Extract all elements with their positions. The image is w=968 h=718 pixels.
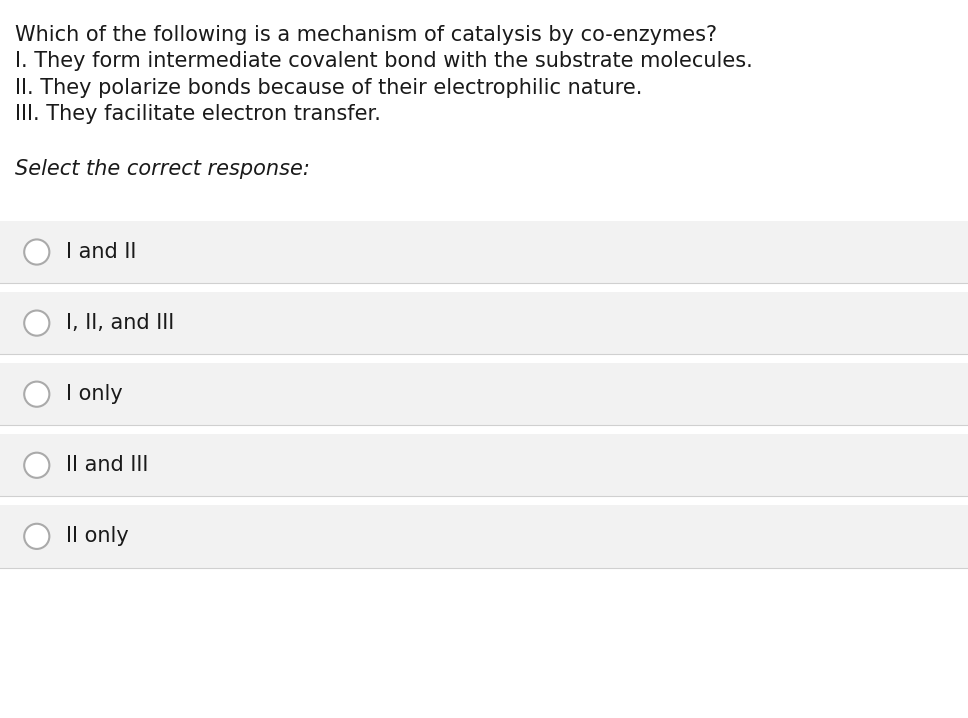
Bar <box>0 292 968 355</box>
Text: Select the correct response:: Select the correct response: <box>15 159 311 179</box>
Text: I only: I only <box>66 384 123 404</box>
Ellipse shape <box>24 452 49 478</box>
Text: II only: II only <box>66 526 129 546</box>
Text: I. They form intermediate covalent bond with the substrate molecules.: I. They form intermediate covalent bond … <box>15 52 753 71</box>
Text: II. They polarize bonds because of their electrophilic nature.: II. They polarize bonds because of their… <box>15 78 643 98</box>
Bar <box>0 505 968 567</box>
Text: II and III: II and III <box>66 455 148 475</box>
Text: I and II: I and II <box>66 242 136 262</box>
Text: I, II, and III: I, II, and III <box>66 313 174 333</box>
Text: Which of the following is a mechanism of catalysis by co-enzymes?: Which of the following is a mechanism of… <box>15 25 717 45</box>
Ellipse shape <box>24 381 49 407</box>
Text: III. They facilitate electron transfer.: III. They facilitate electron transfer. <box>15 104 381 123</box>
Bar <box>0 434 968 497</box>
Ellipse shape <box>24 239 49 265</box>
Bar <box>0 221 968 284</box>
Ellipse shape <box>24 523 49 549</box>
Bar <box>0 363 968 425</box>
Ellipse shape <box>24 310 49 336</box>
